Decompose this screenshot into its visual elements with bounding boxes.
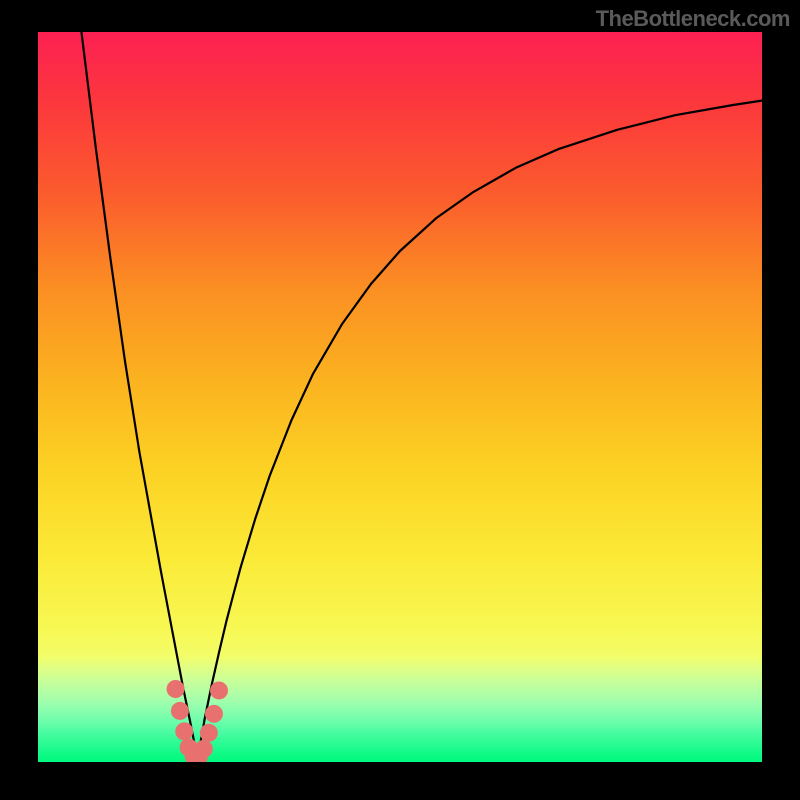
chart-svg	[38, 32, 762, 762]
watermark-text: TheBottleneck.com	[596, 6, 790, 32]
ok-zone-dot	[210, 681, 228, 699]
ok-zone-dot	[200, 724, 218, 742]
ok-zone-dot	[205, 705, 223, 723]
figure-container: TheBottleneck.com	[0, 0, 800, 800]
ok-zone-dot	[195, 740, 213, 758]
plot-area	[38, 32, 762, 762]
ok-zone-dot	[175, 722, 193, 740]
ok-zone-dot	[171, 702, 189, 720]
ok-zone-dot	[167, 680, 185, 698]
gradient-background	[38, 32, 762, 762]
